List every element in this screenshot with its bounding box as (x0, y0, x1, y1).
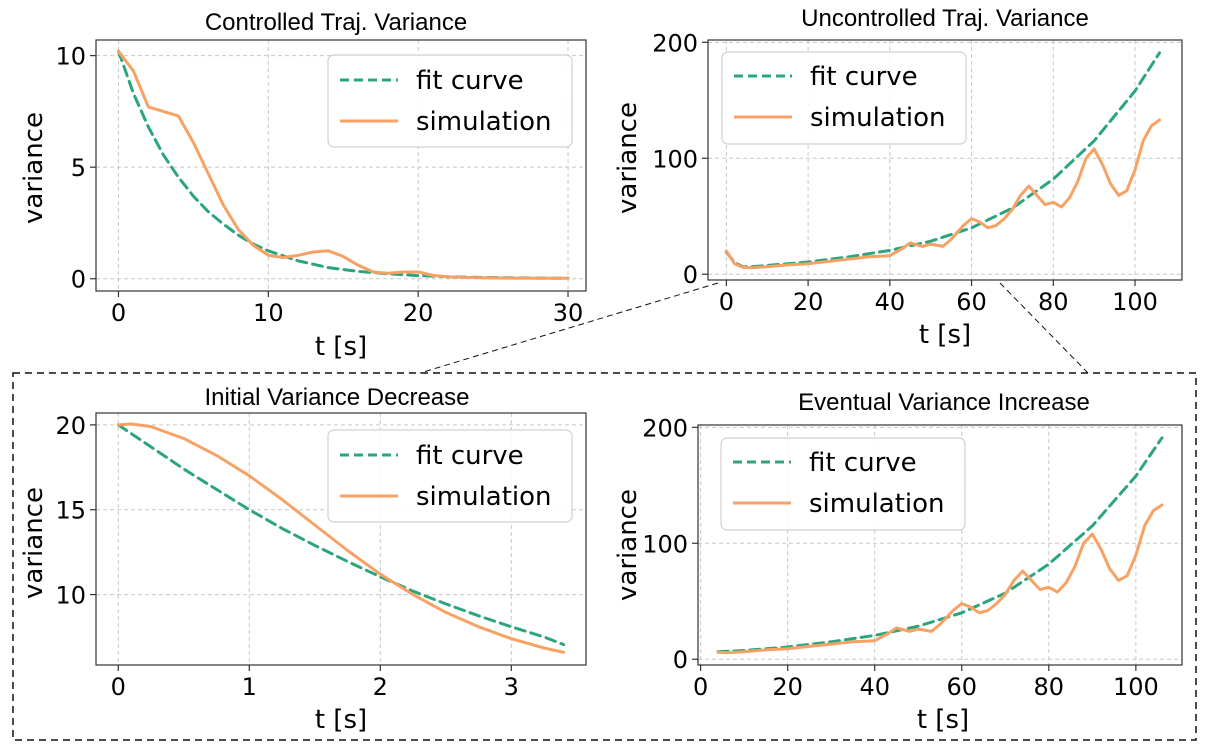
x-tick-label: 0 (719, 288, 734, 316)
y-axis-label: variance (613, 489, 643, 601)
legend-label-fit-curve: fit curve (809, 448, 917, 478)
legend-label-simulation: simulation (809, 489, 945, 519)
legend-label-fit-curve: fit curve (416, 441, 524, 471)
legend: fit curve simulation (720, 437, 966, 531)
y-axis-label: variance (19, 487, 49, 599)
y-tick-label: 0 (71, 266, 86, 294)
plot-frame (95, 412, 587, 666)
y-axis-label: variance (613, 102, 643, 214)
x-tick-label: 40 (859, 673, 890, 701)
y-tick-label: 10 (55, 582, 86, 610)
x-tick-label: 80 (1034, 673, 1065, 701)
x-tick-label: 0 (111, 299, 126, 327)
legend-label-fit-curve: fit curve (810, 62, 918, 92)
legend-label-fit-curve: fit curve (416, 66, 524, 96)
x-tick-label: 3 (504, 673, 519, 701)
x-tick-label: 40 (875, 288, 906, 316)
series-line-simulation (117, 49, 570, 280)
x-tick-label: 20 (403, 299, 434, 327)
zoom-connector-right (999, 282, 1089, 374)
x-tick-label: 1 (242, 673, 257, 701)
legend-label-simulation: simulation (416, 107, 552, 137)
x-tick-label: 20 (793, 288, 824, 316)
plot-frame (707, 39, 1183, 281)
x-tick-label: 2 (373, 673, 388, 701)
legend: fit curve simulation (327, 429, 573, 523)
x-tick-label: 20 (772, 673, 803, 701)
x-tick-label: 0 (693, 673, 708, 701)
legend: fit curve simulation (327, 54, 573, 148)
x-axis-label: t [s] (315, 705, 367, 735)
x-tick-label: 0 (111, 673, 126, 701)
legend-box (327, 54, 573, 148)
x-axis-label: t [s] (919, 320, 971, 350)
chart-title: Eventual Variance Increase (798, 389, 1090, 416)
x-tick-label: 60 (956, 288, 987, 316)
series-line-fit-curve (117, 49, 570, 280)
chart-uncontrolled: Uncontrolled Traj. Variance t [s] varian… (613, 5, 1183, 350)
legend-label-simulation: simulation (416, 482, 552, 512)
y-tick-label: 10 (55, 43, 86, 71)
chart-initial: Initial Variance Decrease t [s] variance… (19, 384, 587, 735)
y-tick-label: 100 (652, 145, 698, 173)
y-axis-label: variance (19, 112, 49, 224)
y-tick-label: 0 (673, 646, 688, 674)
zoom-connector-left (419, 282, 719, 374)
chart-title: Uncontrolled Traj. Variance (801, 5, 1089, 32)
chart-title: Initial Variance Decrease (204, 384, 469, 411)
chart-title: Controlled Traj. Variance (205, 9, 467, 36)
y-tick-label: 200 (642, 414, 688, 442)
x-axis-label: t [s] (917, 705, 969, 735)
y-tick-label: 100 (642, 530, 688, 558)
series-line-simulation (716, 503, 1164, 655)
zoom-region-box (12, 372, 1197, 741)
x-axis-label: t [s] (315, 332, 367, 362)
series-line-fit-curve (116, 423, 566, 647)
x-tick-label: 100 (1112, 288, 1158, 316)
series-line-simulation (724, 118, 1161, 270)
y-tick-label: 200 (652, 29, 698, 57)
series-line-fit-curve (716, 436, 1164, 654)
x-tick-label: 60 (946, 673, 977, 701)
legend: fit curve simulation (721, 51, 967, 145)
x-tick-label: 80 (1038, 288, 1069, 316)
legend-label-simulation: simulation (810, 103, 946, 133)
series-line-simulation (116, 422, 566, 654)
y-tick-label: 5 (71, 154, 86, 182)
y-tick-label: 15 (55, 497, 86, 525)
chart-controlled: Controlled Traj. Variance t [s] variance… (19, 9, 587, 362)
y-tick-label: 20 (55, 412, 86, 440)
x-tick-label: 100 (1113, 673, 1159, 701)
x-tick-label: 30 (553, 299, 584, 327)
plot-frame (95, 39, 587, 292)
plot-frame (697, 424, 1183, 666)
chart-eventual: Eventual Variance Increase t [s] varianc… (613, 389, 1183, 735)
y-tick-label: 0 (683, 261, 698, 289)
legend-box (327, 429, 573, 523)
x-tick-label: 10 (253, 299, 284, 327)
